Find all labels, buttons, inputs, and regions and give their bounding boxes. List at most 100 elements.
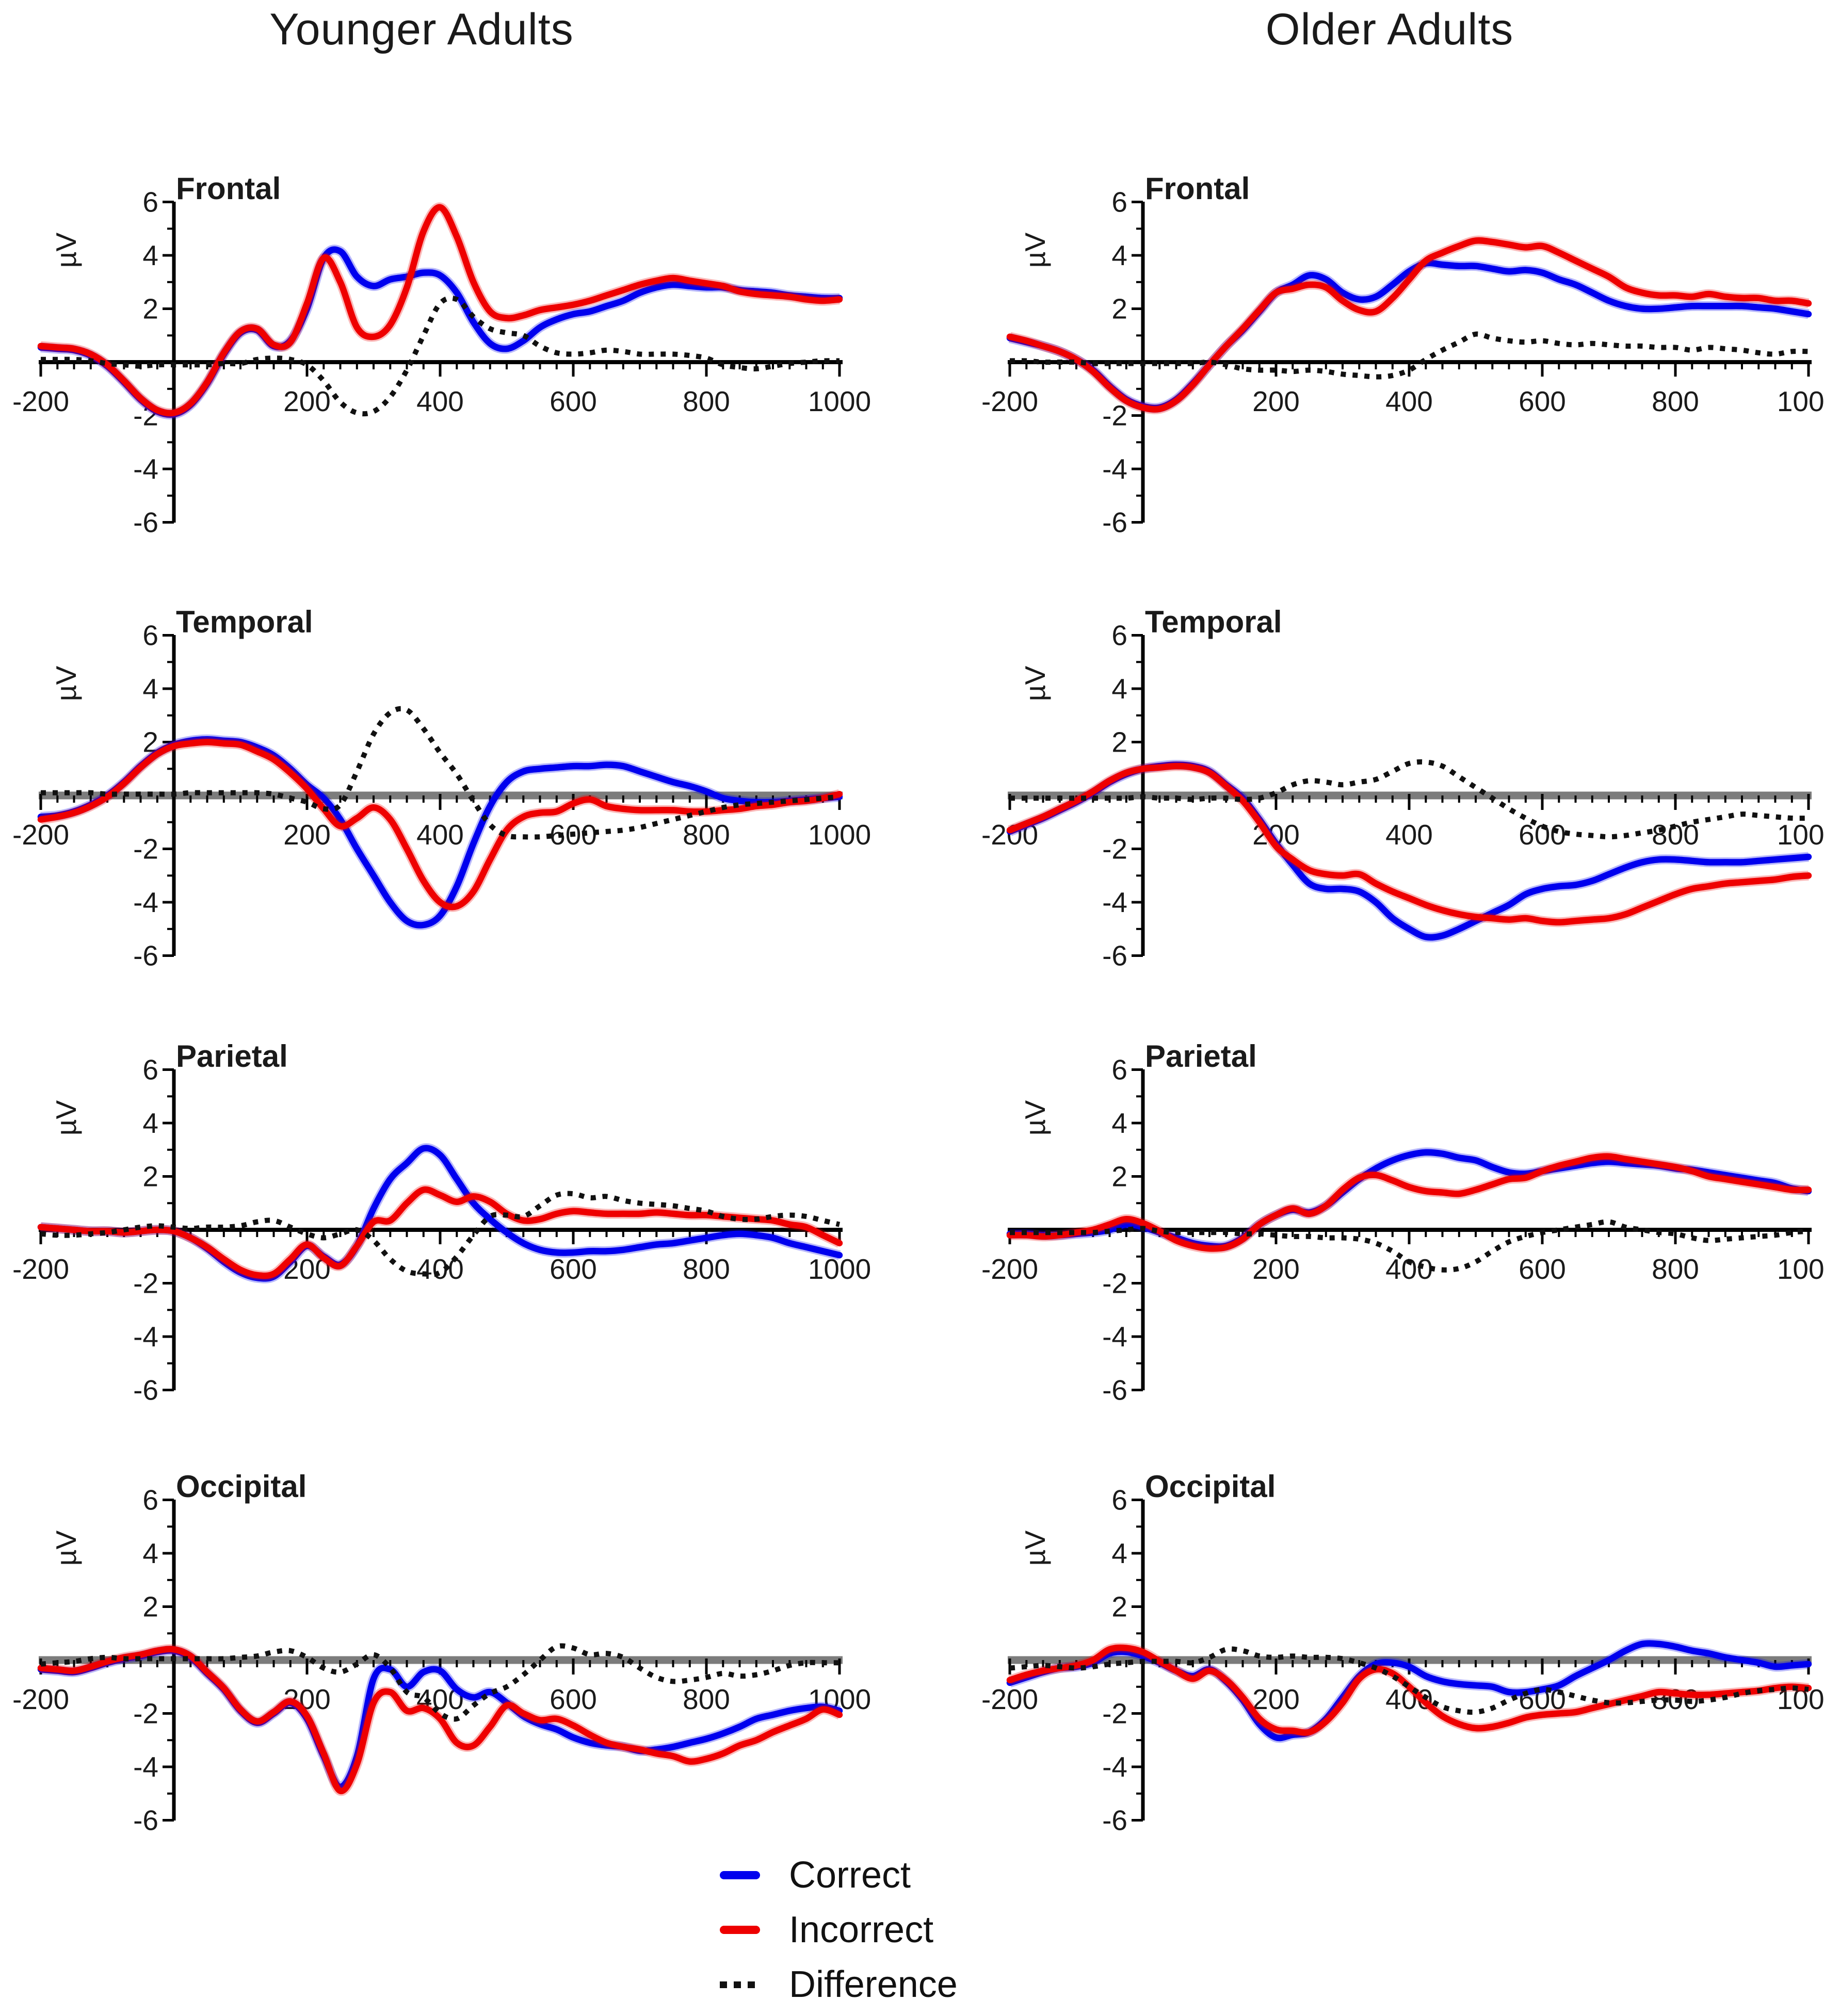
x-tick-label: 800 — [683, 1683, 730, 1715]
erp-plot-svg: 6 4 2 -2 -4 -6 -200 200 400 600 800 1000 µV Parietal — [981, 1039, 1824, 1406]
y-tick-label: 2 — [1111, 293, 1127, 325]
x-tick-label: -200 — [12, 1253, 69, 1285]
y-axis-unit-label: µV — [1019, 665, 1051, 701]
difference-curve — [1010, 1219, 1809, 1273]
x-tick-label: 600 — [550, 385, 597, 417]
x-tick-label: 200 — [1252, 1683, 1300, 1715]
incorrect-curve — [37, 739, 843, 911]
x-tick-label: -200 — [981, 1253, 1038, 1285]
plot-younger-occipital: 6 4 2 -2 -4 -6 -200 200 400 600 800 1000 µV Occipital — [12, 1464, 875, 1856]
plot-younger-parietal: 6 4 2 -2 -4 -6 -200 200 400 600 800 1000 µV Parietal — [12, 1034, 875, 1426]
y-tick-label: -6 — [133, 940, 158, 972]
x-tick-label: 600 — [550, 1253, 597, 1285]
difference-curve — [40, 1643, 840, 1722]
difference-line-swatch — [720, 1981, 760, 1988]
x-tick-label: 800 — [683, 819, 730, 851]
y-tick-label: 6 — [142, 1484, 158, 1516]
y-tick-label: -6 — [1102, 1804, 1127, 1836]
x-tick-label: 600 — [550, 1683, 597, 1715]
x-tick-label: 600 — [1519, 385, 1566, 417]
y-tick-label: 6 — [142, 186, 158, 218]
plot-region-title: Frontal — [1145, 171, 1250, 206]
x-tick-label: 200 — [283, 819, 331, 851]
x-tick-label: 1000 — [808, 819, 871, 851]
y-tick-label: -2 — [1102, 1698, 1127, 1730]
x-tick-label: -200 — [981, 1683, 1038, 1715]
legend-label-correct: Correct — [789, 1855, 911, 1896]
incorrect-curve — [37, 1186, 843, 1279]
x-tick-label: -200 — [12, 819, 69, 851]
y-tick-label: 2 — [142, 1591, 158, 1623]
x-tick-label: 200 — [1252, 1253, 1300, 1285]
y-tick-label: 4 — [142, 239, 158, 271]
plot-region-title: Parietal — [1145, 1039, 1257, 1074]
x-tick-label: -200 — [981, 385, 1038, 417]
y-tick-label: 2 — [1111, 1591, 1127, 1623]
x-tick-label: 400 — [1385, 385, 1433, 417]
incorrect-line-swatch — [720, 1926, 760, 1934]
y-axis-ticks — [1132, 1499, 1143, 1822]
x-tick-label: 800 — [1652, 1253, 1699, 1285]
y-axis-ticks — [1132, 1068, 1143, 1391]
y-axis-ticks — [163, 1499, 174, 1822]
plot-younger-temporal: 6 4 2 -2 -4 -6 -200 200 400 600 800 1000 µV Temporal — [12, 599, 875, 991]
correct-curve-halo — [1008, 760, 1809, 942]
y-tick-label: -4 — [133, 1751, 158, 1783]
x-tick-label: 800 — [1652, 819, 1699, 851]
legend: Correct Incorrect Difference — [720, 1848, 958, 2012]
y-axis-unit-label: µV — [1019, 232, 1051, 268]
y-tick-label: 6 — [1111, 186, 1127, 218]
y-tick-label: 4 — [1111, 1107, 1127, 1139]
incorrect-curve — [1006, 1644, 1812, 1736]
y-axis-ticks — [163, 1068, 174, 1391]
legend-label-difference: Difference — [789, 1964, 958, 2005]
x-tick-label: 600 — [1519, 1253, 1566, 1285]
legend-item-correct: Correct — [720, 1848, 958, 1903]
x-tick-label: 200 — [1252, 385, 1300, 417]
difference-curve — [1009, 1646, 1809, 1715]
y-tick-label: 2 — [142, 293, 158, 325]
erp-plot-svg: 6 4 2 -2 -4 -6 -200 200 400 600 800 1000 µV Frontal — [981, 171, 1824, 539]
y-tick-label: -4 — [1102, 453, 1127, 485]
y-axis-unit-label: µV — [1019, 1530, 1051, 1566]
x-tick-label: 800 — [1652, 385, 1699, 417]
y-tick-label: 4 — [1111, 673, 1127, 705]
y-tick-label: -2 — [1102, 1267, 1127, 1299]
y-axis-ticks — [1132, 201, 1143, 524]
incorrect-curve — [37, 1646, 843, 1794]
plot-region-title: Parietal — [176, 1039, 288, 1074]
x-tick-label: 400 — [1385, 819, 1433, 851]
y-axis-unit-label: µV — [50, 1100, 82, 1135]
x-axis-ticks — [39, 1659, 841, 1674]
y-tick-label: 4 — [142, 673, 158, 705]
y-tick-label: 4 — [1111, 239, 1127, 271]
incorrect-curve-halo — [40, 202, 840, 418]
x-tick-label: 1000 — [808, 385, 871, 417]
correct-curve — [1006, 761, 1812, 941]
x-tick-label: 1000 — [1777, 385, 1824, 417]
x-tick-label: -200 — [12, 385, 69, 417]
difference-curve — [1009, 331, 1809, 380]
legend-item-incorrect: Incorrect — [720, 1903, 958, 1957]
y-tick-label: -4 — [1102, 886, 1127, 918]
difference-curve — [41, 295, 840, 417]
plot-region-title: Temporal — [176, 605, 313, 639]
y-tick-label: -2 — [133, 1267, 158, 1299]
y-tick-label: 4 — [142, 1537, 158, 1569]
y-tick-label: -4 — [133, 1321, 158, 1353]
y-tick-label: 4 — [1111, 1537, 1127, 1569]
difference-curve — [1010, 759, 1809, 840]
correct-curve — [1006, 1640, 1812, 1742]
y-tick-label: -4 — [1102, 1321, 1127, 1353]
plot-region-title: Occipital — [176, 1469, 306, 1504]
y-tick-label: 6 — [1111, 1054, 1127, 1086]
column-title-younger-adults: Younger Adults — [269, 5, 574, 54]
y-tick-label: 4 — [142, 1107, 158, 1139]
incorrect-curve — [1006, 237, 1812, 413]
plot-region-title: Frontal — [176, 171, 281, 206]
